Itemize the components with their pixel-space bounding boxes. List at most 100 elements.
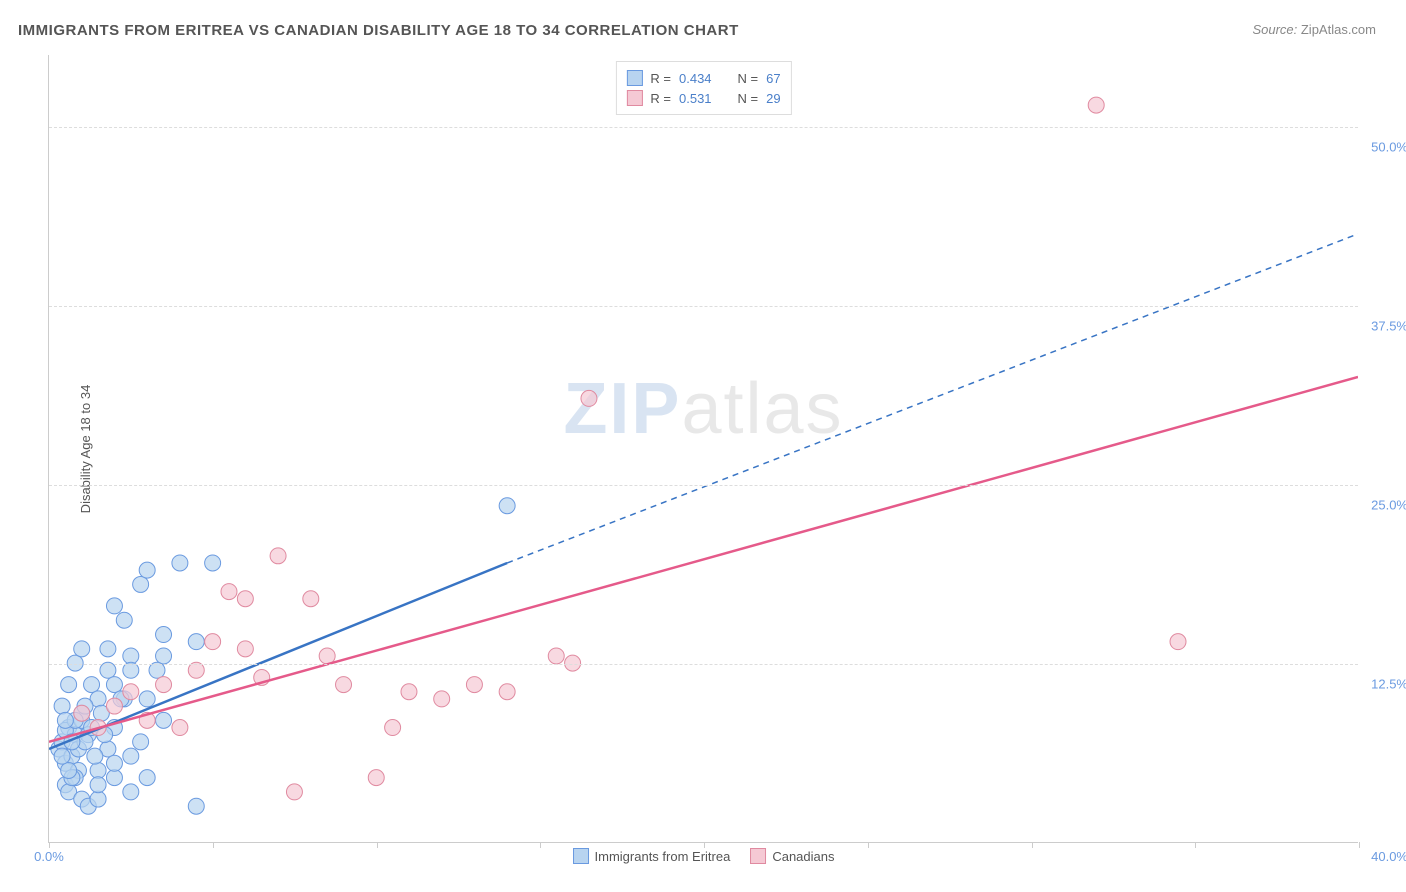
data-point: [54, 748, 70, 764]
data-point: [90, 762, 106, 778]
grid-line: [49, 306, 1358, 307]
data-point: [303, 591, 319, 607]
legend-series: Immigrants from Eritrea Canadians: [573, 848, 835, 864]
data-point: [1088, 97, 1104, 113]
data-point: [139, 691, 155, 707]
legend-correlation: R = 0.434 N = 67 R = 0.531 N = 29: [615, 61, 791, 115]
data-point: [156, 627, 172, 643]
data-point: [106, 755, 122, 771]
chart-title: IMMIGRANTS FROM ERITREA VS CANADIAN DISA…: [18, 22, 739, 39]
grid-line: [49, 485, 1358, 486]
x-tick: [213, 842, 214, 848]
data-point: [90, 791, 106, 807]
data-point: [499, 498, 515, 514]
data-point: [123, 648, 139, 664]
legend-row: R = 0.531 N = 29: [626, 88, 780, 108]
x-tick: [1359, 842, 1360, 848]
legend-row: R = 0.434 N = 67: [626, 68, 780, 88]
data-point: [548, 648, 564, 664]
legend-swatch: [573, 848, 589, 864]
data-point: [139, 770, 155, 786]
n-label: N =: [738, 71, 759, 86]
data-point: [188, 634, 204, 650]
x-tick-label: 40.0%: [1371, 849, 1406, 864]
data-point: [237, 591, 253, 607]
data-point: [466, 677, 482, 693]
data-point: [401, 684, 417, 700]
data-point: [270, 548, 286, 564]
data-point: [57, 712, 73, 728]
data-point: [123, 748, 139, 764]
trend-line-extrapolated: [507, 234, 1358, 563]
data-point: [172, 555, 188, 571]
x-tick: [540, 842, 541, 848]
r-value: 0.434: [679, 71, 712, 86]
legend-item: Immigrants from Eritrea: [573, 848, 731, 864]
data-point: [368, 770, 384, 786]
data-point: [434, 691, 450, 707]
data-point: [156, 712, 172, 728]
grid-line: [49, 127, 1358, 128]
legend-swatch: [750, 848, 766, 864]
x-tick: [1032, 842, 1033, 848]
data-point: [74, 641, 90, 657]
data-point: [188, 798, 204, 814]
trend-line: [49, 563, 507, 749]
r-label: R =: [650, 71, 671, 86]
data-point: [221, 584, 237, 600]
source-label: Source:: [1252, 22, 1300, 37]
n-value: 67: [766, 71, 780, 86]
data-point: [156, 648, 172, 664]
r-value: 0.531: [679, 91, 712, 106]
data-point: [205, 555, 221, 571]
data-point: [123, 684, 139, 700]
data-point: [133, 734, 149, 750]
data-point: [106, 677, 122, 693]
data-point: [61, 762, 77, 778]
data-point: [205, 634, 221, 650]
data-point: [100, 641, 116, 657]
chart-svg: [49, 55, 1358, 842]
data-point: [156, 677, 172, 693]
trend-line: [49, 377, 1358, 742]
source-attribution: Source: ZipAtlas.com: [1252, 22, 1376, 37]
plot-area: ZIPatlas Disability Age 18 to 34 R = 0.4…: [48, 55, 1358, 843]
source-value: ZipAtlas.com: [1301, 22, 1376, 37]
x-tick-label: 0.0%: [34, 849, 64, 864]
data-point: [116, 612, 132, 628]
n-label: N =: [738, 91, 759, 106]
data-point: [237, 641, 253, 657]
data-point: [581, 390, 597, 406]
data-point: [172, 720, 188, 736]
legend-label: Canadians: [772, 849, 834, 864]
data-point: [123, 784, 139, 800]
data-point: [61, 677, 77, 693]
grid-line: [49, 664, 1358, 665]
legend-item: Canadians: [750, 848, 834, 864]
data-point: [74, 705, 90, 721]
legend-label: Immigrants from Eritrea: [595, 849, 731, 864]
x-tick: [704, 842, 705, 848]
data-point: [1170, 634, 1186, 650]
data-point: [54, 698, 70, 714]
legend-swatch: [626, 70, 642, 86]
y-tick-label: 12.5%: [1371, 676, 1406, 691]
data-point: [90, 777, 106, 793]
y-tick-label: 37.5%: [1371, 318, 1406, 333]
y-tick-label: 25.0%: [1371, 497, 1406, 512]
data-point: [106, 598, 122, 614]
r-label: R =: [650, 91, 671, 106]
data-point: [499, 684, 515, 700]
chart-container: IMMIGRANTS FROM ERITREA VS CANADIAN DISA…: [0, 0, 1406, 892]
data-point: [385, 720, 401, 736]
data-point: [336, 677, 352, 693]
data-point: [133, 576, 149, 592]
data-point: [286, 784, 302, 800]
data-point: [139, 562, 155, 578]
data-point: [84, 677, 100, 693]
data-point: [87, 748, 103, 764]
data-point: [106, 698, 122, 714]
x-tick: [1195, 842, 1196, 848]
data-point: [106, 770, 122, 786]
x-tick: [377, 842, 378, 848]
